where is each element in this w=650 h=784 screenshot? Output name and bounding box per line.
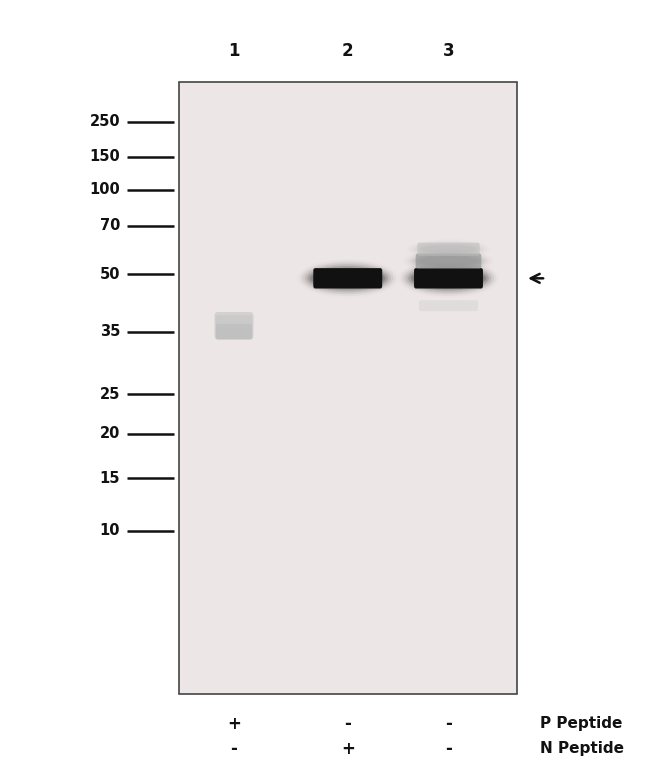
Ellipse shape xyxy=(421,245,476,253)
Ellipse shape xyxy=(416,271,481,285)
Text: 250: 250 xyxy=(90,114,120,129)
Ellipse shape xyxy=(413,270,484,287)
Text: -: - xyxy=(231,740,237,757)
Text: 1: 1 xyxy=(228,42,240,60)
FancyBboxPatch shape xyxy=(214,312,254,339)
Ellipse shape xyxy=(412,241,485,257)
Ellipse shape xyxy=(414,242,483,256)
FancyBboxPatch shape xyxy=(417,242,480,256)
Text: +: + xyxy=(341,740,355,757)
Text: 3: 3 xyxy=(443,42,454,60)
Ellipse shape xyxy=(305,264,391,292)
Ellipse shape xyxy=(307,266,388,291)
Ellipse shape xyxy=(408,251,489,272)
Ellipse shape xyxy=(419,245,478,254)
Text: P Peptide: P Peptide xyxy=(540,716,622,731)
Text: -: - xyxy=(445,715,452,732)
FancyBboxPatch shape xyxy=(419,300,478,311)
Ellipse shape xyxy=(313,270,383,287)
Text: 50: 50 xyxy=(99,267,120,282)
Ellipse shape xyxy=(315,271,380,285)
Ellipse shape xyxy=(403,263,494,294)
Text: +: + xyxy=(227,715,241,732)
Ellipse shape xyxy=(415,254,482,268)
Ellipse shape xyxy=(408,266,489,291)
Ellipse shape xyxy=(417,256,480,267)
Ellipse shape xyxy=(310,268,385,289)
Text: 10: 10 xyxy=(99,523,120,539)
Text: 35: 35 xyxy=(100,324,120,339)
FancyBboxPatch shape xyxy=(216,315,252,328)
Text: 2: 2 xyxy=(342,42,354,60)
Ellipse shape xyxy=(302,263,393,294)
FancyBboxPatch shape xyxy=(216,324,252,339)
Ellipse shape xyxy=(412,253,485,270)
Text: N Peptide: N Peptide xyxy=(540,741,623,757)
FancyBboxPatch shape xyxy=(414,268,483,289)
Text: -: - xyxy=(344,715,351,732)
Text: 100: 100 xyxy=(90,182,120,198)
Text: 150: 150 xyxy=(90,149,120,165)
Ellipse shape xyxy=(410,252,487,270)
Text: 20: 20 xyxy=(100,426,120,441)
Ellipse shape xyxy=(411,268,486,289)
Ellipse shape xyxy=(406,264,491,292)
Ellipse shape xyxy=(417,244,480,256)
Text: 70: 70 xyxy=(100,218,120,234)
Bar xyxy=(179,82,517,694)
Ellipse shape xyxy=(419,256,478,266)
Text: 25: 25 xyxy=(100,387,120,402)
Text: 15: 15 xyxy=(99,470,120,486)
FancyBboxPatch shape xyxy=(416,253,481,268)
FancyBboxPatch shape xyxy=(313,268,382,289)
Text: -: - xyxy=(445,740,452,757)
